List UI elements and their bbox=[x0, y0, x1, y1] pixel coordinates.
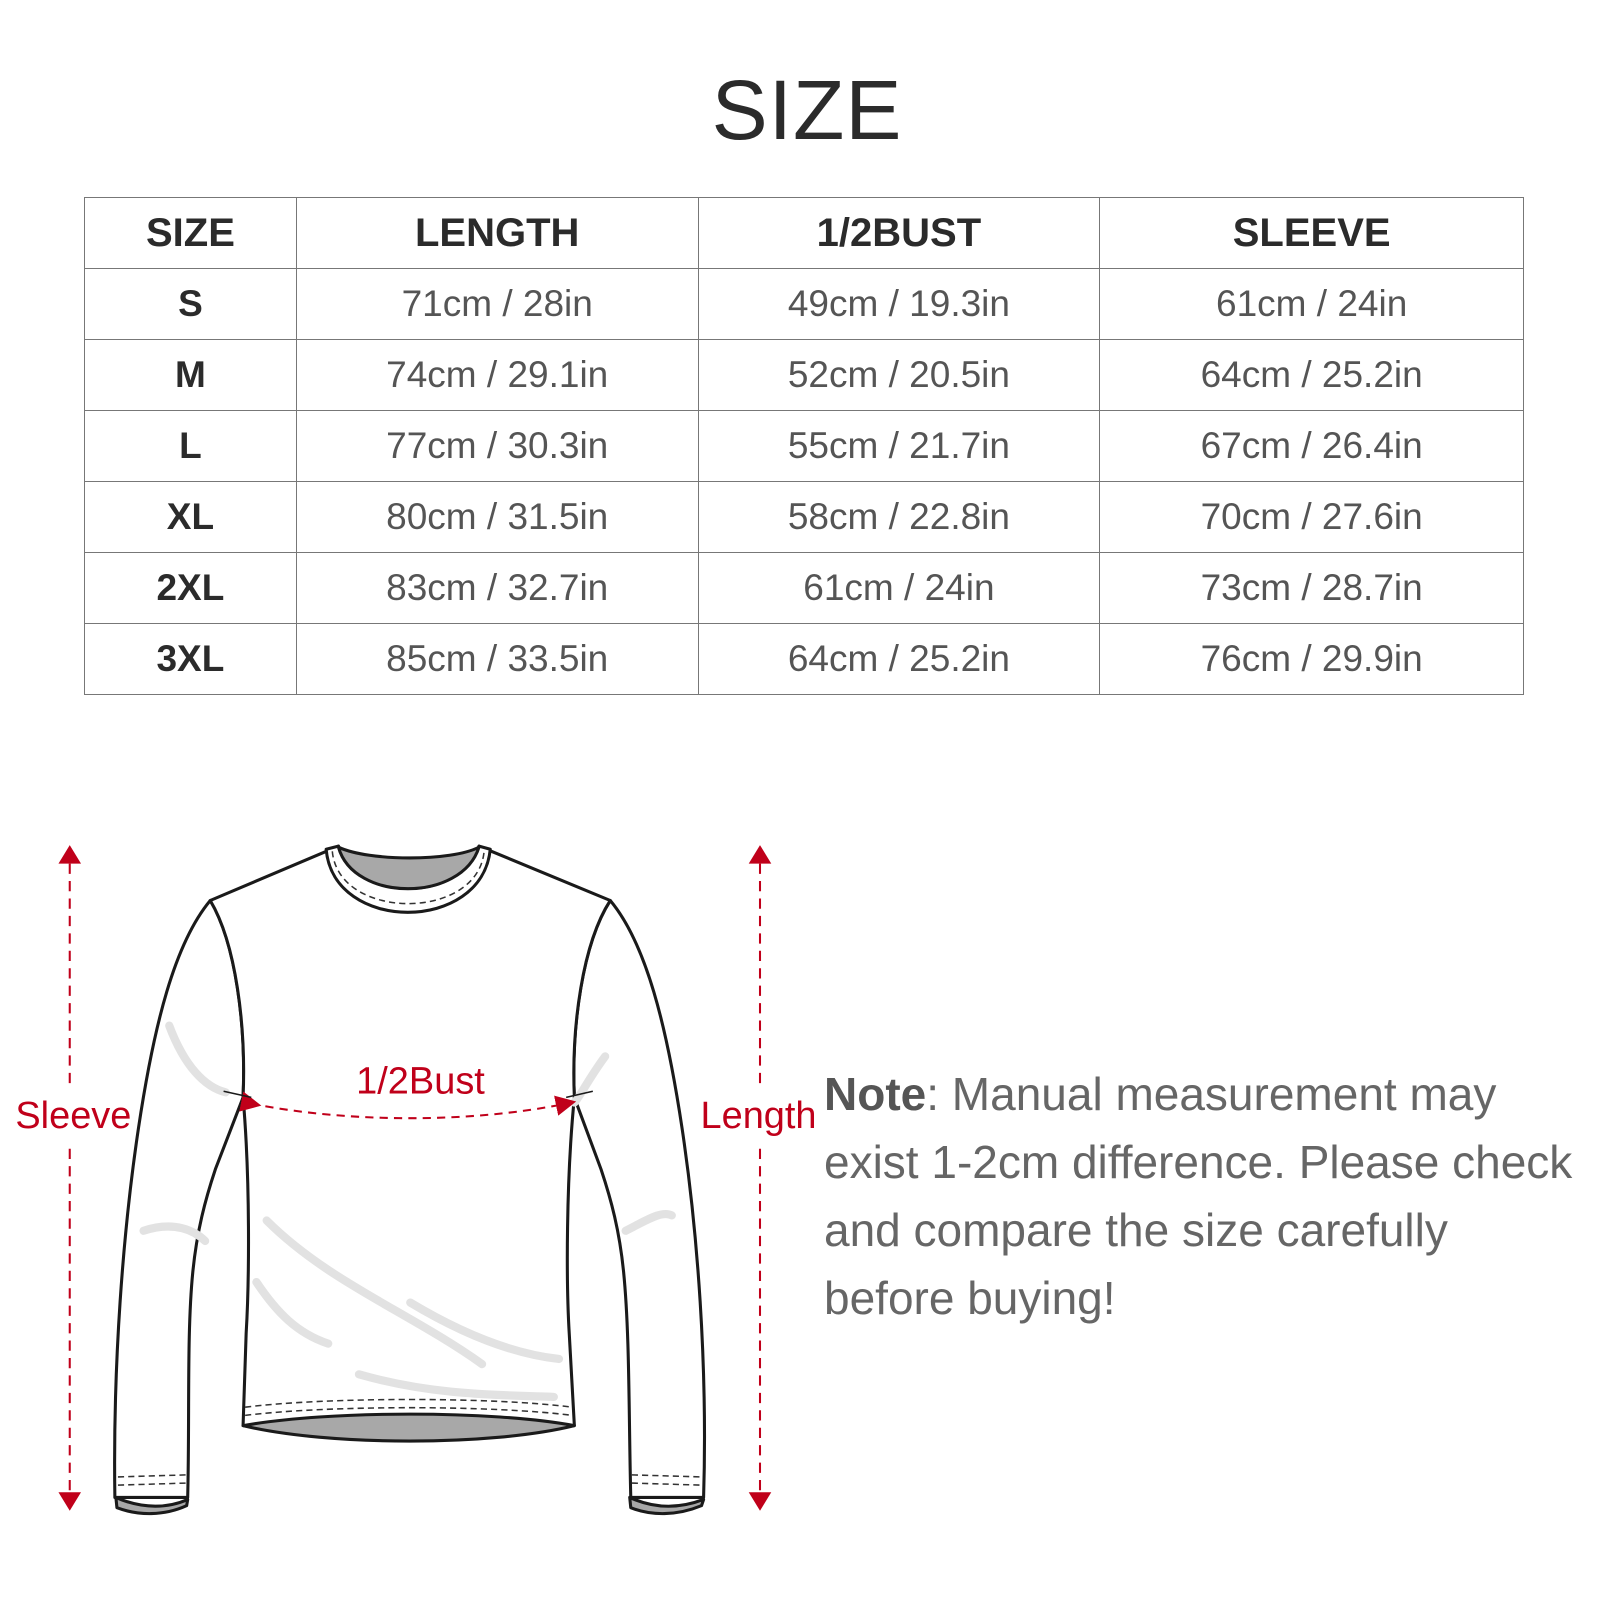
note-text: : Manual measurement may exist 1-2cm dif… bbox=[824, 1068, 1573, 1324]
table-row: L 77cm / 30.3in 55cm / 21.7in 67cm / 26.4in bbox=[84, 410, 1524, 482]
bust-arrow bbox=[223, 1090, 593, 1120]
size-cell: 3XL bbox=[84, 623, 297, 695]
size-cell: M bbox=[84, 339, 297, 411]
table-row: XL 80cm / 31.5in 58cm / 22.8in 70cm / 27.6i… bbox=[84, 481, 1524, 553]
length-cell: 83cm / 32.7in bbox=[295, 552, 699, 624]
note-label: Note bbox=[824, 1068, 927, 1120]
bust-cell: 55cm / 21.7in bbox=[697, 410, 1101, 482]
bust-cell: 58cm / 22.8in bbox=[697, 481, 1101, 553]
sleeve-cell: 64cm / 25.2in bbox=[1099, 339, 1524, 411]
page-title: SIZE bbox=[711, 63, 903, 157]
length-cell: 71cm / 28in bbox=[295, 268, 699, 340]
table-row: S 71cm / 28in 49cm / 19.3in 61cm / 24in bbox=[84, 268, 1524, 340]
bust-cell: 52cm / 20.5in bbox=[697, 339, 1101, 411]
stitching bbox=[117, 851, 702, 1486]
header-size: SIZE bbox=[84, 197, 297, 269]
table-row: 2XL 83cm / 32.7in 61cm / 24in 73cm / 28.7in bbox=[84, 552, 1524, 624]
shirt-outline bbox=[113, 844, 707, 1516]
sleeve-label: Sleeve bbox=[15, 1095, 131, 1137]
sleeve-arrow bbox=[58, 845, 82, 1511]
length-cell: 80cm / 31.5in bbox=[295, 481, 699, 553]
sleeve-cell: 61cm / 24in bbox=[1099, 268, 1524, 340]
size-table: SIZE LENGTH 1/2BUST SLEEVE S 71cm / 28in 4… bbox=[84, 197, 1524, 695]
header-sleeve: SLEEVE bbox=[1099, 197, 1524, 269]
header-bust: 1/2BUST bbox=[697, 197, 1101, 269]
sleeve-cell: 73cm / 28.7in bbox=[1099, 552, 1524, 624]
size-cell: 2XL bbox=[84, 552, 297, 624]
sleeve-cell: 76cm / 29.9in bbox=[1099, 623, 1524, 695]
length-arrow bbox=[748, 845, 772, 1511]
sleeve-cell: 70cm / 27.6in bbox=[1099, 481, 1524, 553]
table-row: 3XL 85cm / 33.5in 64cm / 25.2in 76cm / 29.9… bbox=[84, 623, 1524, 695]
length-cell: 85cm / 33.5in bbox=[295, 623, 699, 695]
bust-cell: 49cm / 19.3in bbox=[697, 268, 1101, 340]
length-cell: 77cm / 30.3in bbox=[295, 410, 699, 482]
fabric-folds bbox=[139, 1021, 676, 1402]
note: Note: Manual measurement may exist 1-2cm… bbox=[824, 1060, 1584, 1332]
length-label: Length bbox=[701, 1095, 817, 1137]
bust-cell: 61cm / 24in bbox=[697, 552, 1101, 624]
bust-cell: 64cm / 25.2in bbox=[697, 623, 1101, 695]
bust-label: 1/2Bust bbox=[356, 1060, 485, 1102]
table-row: M 74cm / 29.1in 52cm / 20.5in 64cm / 25.2in bbox=[84, 339, 1524, 411]
sleeve-cell: 67cm / 26.4in bbox=[1099, 410, 1524, 482]
length-cell: 74cm / 29.1in bbox=[295, 339, 699, 411]
size-cell: S bbox=[84, 268, 297, 340]
